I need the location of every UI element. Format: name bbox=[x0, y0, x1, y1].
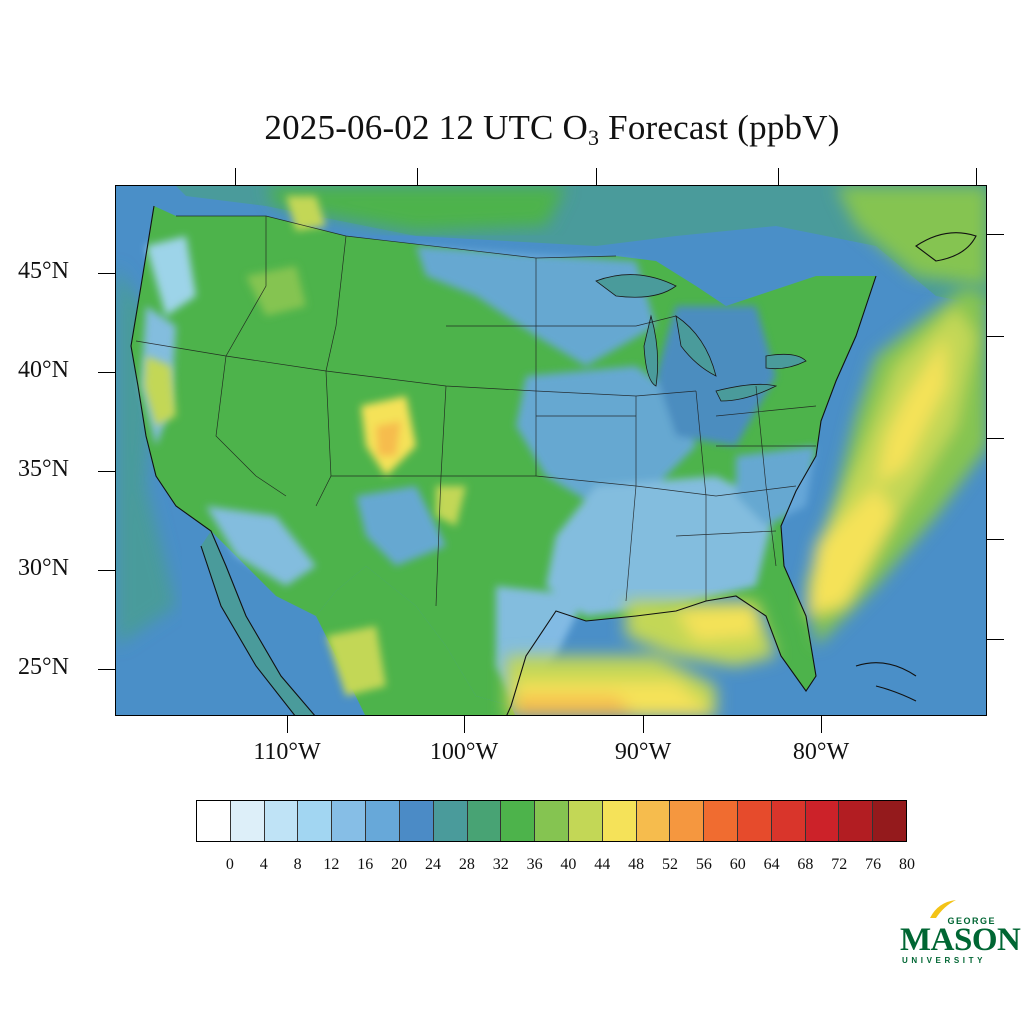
colorbar-cell bbox=[535, 801, 569, 841]
colorbar-tick-label: 68 bbox=[797, 856, 814, 873]
colorbar-cell bbox=[467, 801, 502, 841]
coastlines bbox=[130, 205, 977, 715]
colorbar-tick-label: 52 bbox=[662, 856, 678, 873]
right-tick bbox=[987, 539, 1004, 540]
title-text: 2025-06-02 12 UTC O bbox=[264, 108, 589, 147]
colorbar-tick-label: 40 bbox=[560, 856, 577, 873]
colorbar-tick-label: 12 bbox=[323, 856, 340, 873]
pacific-green-band bbox=[116, 266, 176, 646]
top-tick bbox=[596, 168, 597, 185]
logo-swoosh-icon bbox=[930, 900, 956, 918]
colorbar-cell bbox=[602, 801, 637, 841]
lon-label-80: 80°W bbox=[792, 739, 850, 765]
map-title: 2025-06-02 12 UTC O3 Forecast (ppbV) bbox=[0, 108, 1024, 151]
colorbar bbox=[196, 800, 907, 842]
colorbar-cell bbox=[771, 801, 806, 841]
logo-university: UNIVERSITY bbox=[902, 956, 987, 965]
right-tick bbox=[987, 234, 1004, 235]
canada-green bbox=[266, 186, 566, 231]
right-tick bbox=[987, 336, 1004, 337]
colorbar-cell bbox=[501, 801, 536, 841]
title-subscript: 3 bbox=[588, 125, 600, 150]
colorbar-cell bbox=[264, 801, 299, 841]
colorbar-tick-label: 0 bbox=[225, 856, 234, 873]
colorbar-cell bbox=[230, 801, 265, 841]
lon-label-90: 90°W bbox=[614, 739, 672, 765]
colorbar-tick-label: 56 bbox=[695, 856, 712, 873]
lat-label-45: 45°N bbox=[18, 258, 69, 284]
colorbar-cell bbox=[197, 801, 231, 841]
colorbar-cell bbox=[433, 801, 468, 841]
atlantic-high-band bbox=[806, 286, 986, 646]
colorbar-cell bbox=[738, 801, 772, 841]
top-tick bbox=[778, 168, 779, 185]
colorbar-tick-label: 80 bbox=[899, 856, 915, 873]
ozone-map bbox=[115, 185, 987, 716]
gmu-logo: GEORGE MASON UNIVERSITY bbox=[898, 898, 1021, 968]
colorbar-cell bbox=[805, 801, 840, 841]
colorbar-tick-label: 44 bbox=[594, 856, 611, 873]
colorbar-tick-label: 32 bbox=[492, 856, 509, 873]
lat-label-35: 35°N bbox=[18, 456, 69, 482]
colorbar-cell bbox=[636, 801, 671, 841]
lat-label-40: 40°N bbox=[18, 357, 69, 383]
lat-label-30: 30°N bbox=[18, 555, 69, 581]
colorbar-tick-label: 16 bbox=[357, 856, 374, 873]
right-tick bbox=[987, 639, 1004, 640]
logo-george: GEORGE bbox=[947, 916, 996, 926]
logo-mason: MASON bbox=[900, 922, 1021, 958]
left-tick bbox=[98, 273, 115, 274]
bottom-tick bbox=[643, 716, 644, 733]
ozone-map-svg bbox=[116, 186, 986, 715]
colorbar-cell bbox=[332, 801, 367, 841]
colorbar-tick-label: 4 bbox=[259, 856, 268, 873]
lon-label-100: 100°W bbox=[429, 739, 499, 765]
canada-east-green bbox=[836, 186, 986, 286]
lon-label-110: 110°W bbox=[253, 739, 321, 765]
colorbar-tick-label: 36 bbox=[526, 856, 543, 873]
colorbar-tick-label: 60 bbox=[729, 856, 746, 873]
great-lakes bbox=[595, 274, 807, 402]
right-tick bbox=[987, 438, 1004, 439]
colorbar-cell bbox=[670, 801, 705, 841]
high-ozone-pattern bbox=[144, 196, 466, 696]
state-boundaries bbox=[135, 215, 817, 607]
left-tick bbox=[98, 372, 115, 373]
colorbar-tick-label: 48 bbox=[628, 856, 645, 873]
colorbar-tick-label: 76 bbox=[865, 856, 882, 873]
colorbar-tick-label: 20 bbox=[391, 856, 408, 873]
colorbar-cell bbox=[839, 801, 874, 841]
colorbar-tick-label: 28 bbox=[458, 856, 475, 873]
top-tick bbox=[976, 168, 977, 185]
colorbar-tick-label: 64 bbox=[763, 856, 780, 873]
colorbar-cell bbox=[873, 801, 907, 841]
baja-land bbox=[201, 531, 315, 715]
bottom-tick bbox=[464, 716, 465, 733]
colorbar-cell bbox=[298, 801, 333, 841]
colorbar-cell bbox=[704, 801, 738, 841]
lat-label-25: 25°N bbox=[18, 654, 69, 680]
colorbar-cell bbox=[399, 801, 434, 841]
bottom-tick bbox=[821, 716, 822, 733]
gulf-high-band bbox=[506, 601, 776, 715]
top-tick bbox=[417, 168, 418, 185]
left-tick bbox=[98, 669, 115, 670]
left-tick bbox=[98, 471, 115, 472]
colorbar-tick-label: 72 bbox=[831, 856, 848, 873]
title-suffix: Forecast (ppbV) bbox=[599, 108, 840, 147]
colorbar-tick-label: 8 bbox=[293, 856, 302, 873]
colorbar-cell bbox=[568, 801, 603, 841]
top-tick bbox=[235, 168, 236, 185]
colorbar-tick-label: 24 bbox=[425, 856, 441, 873]
bottom-tick bbox=[287, 716, 288, 733]
colorbar-cell bbox=[366, 801, 400, 841]
left-tick bbox=[98, 570, 115, 571]
mexico-land bbox=[211, 531, 516, 715]
